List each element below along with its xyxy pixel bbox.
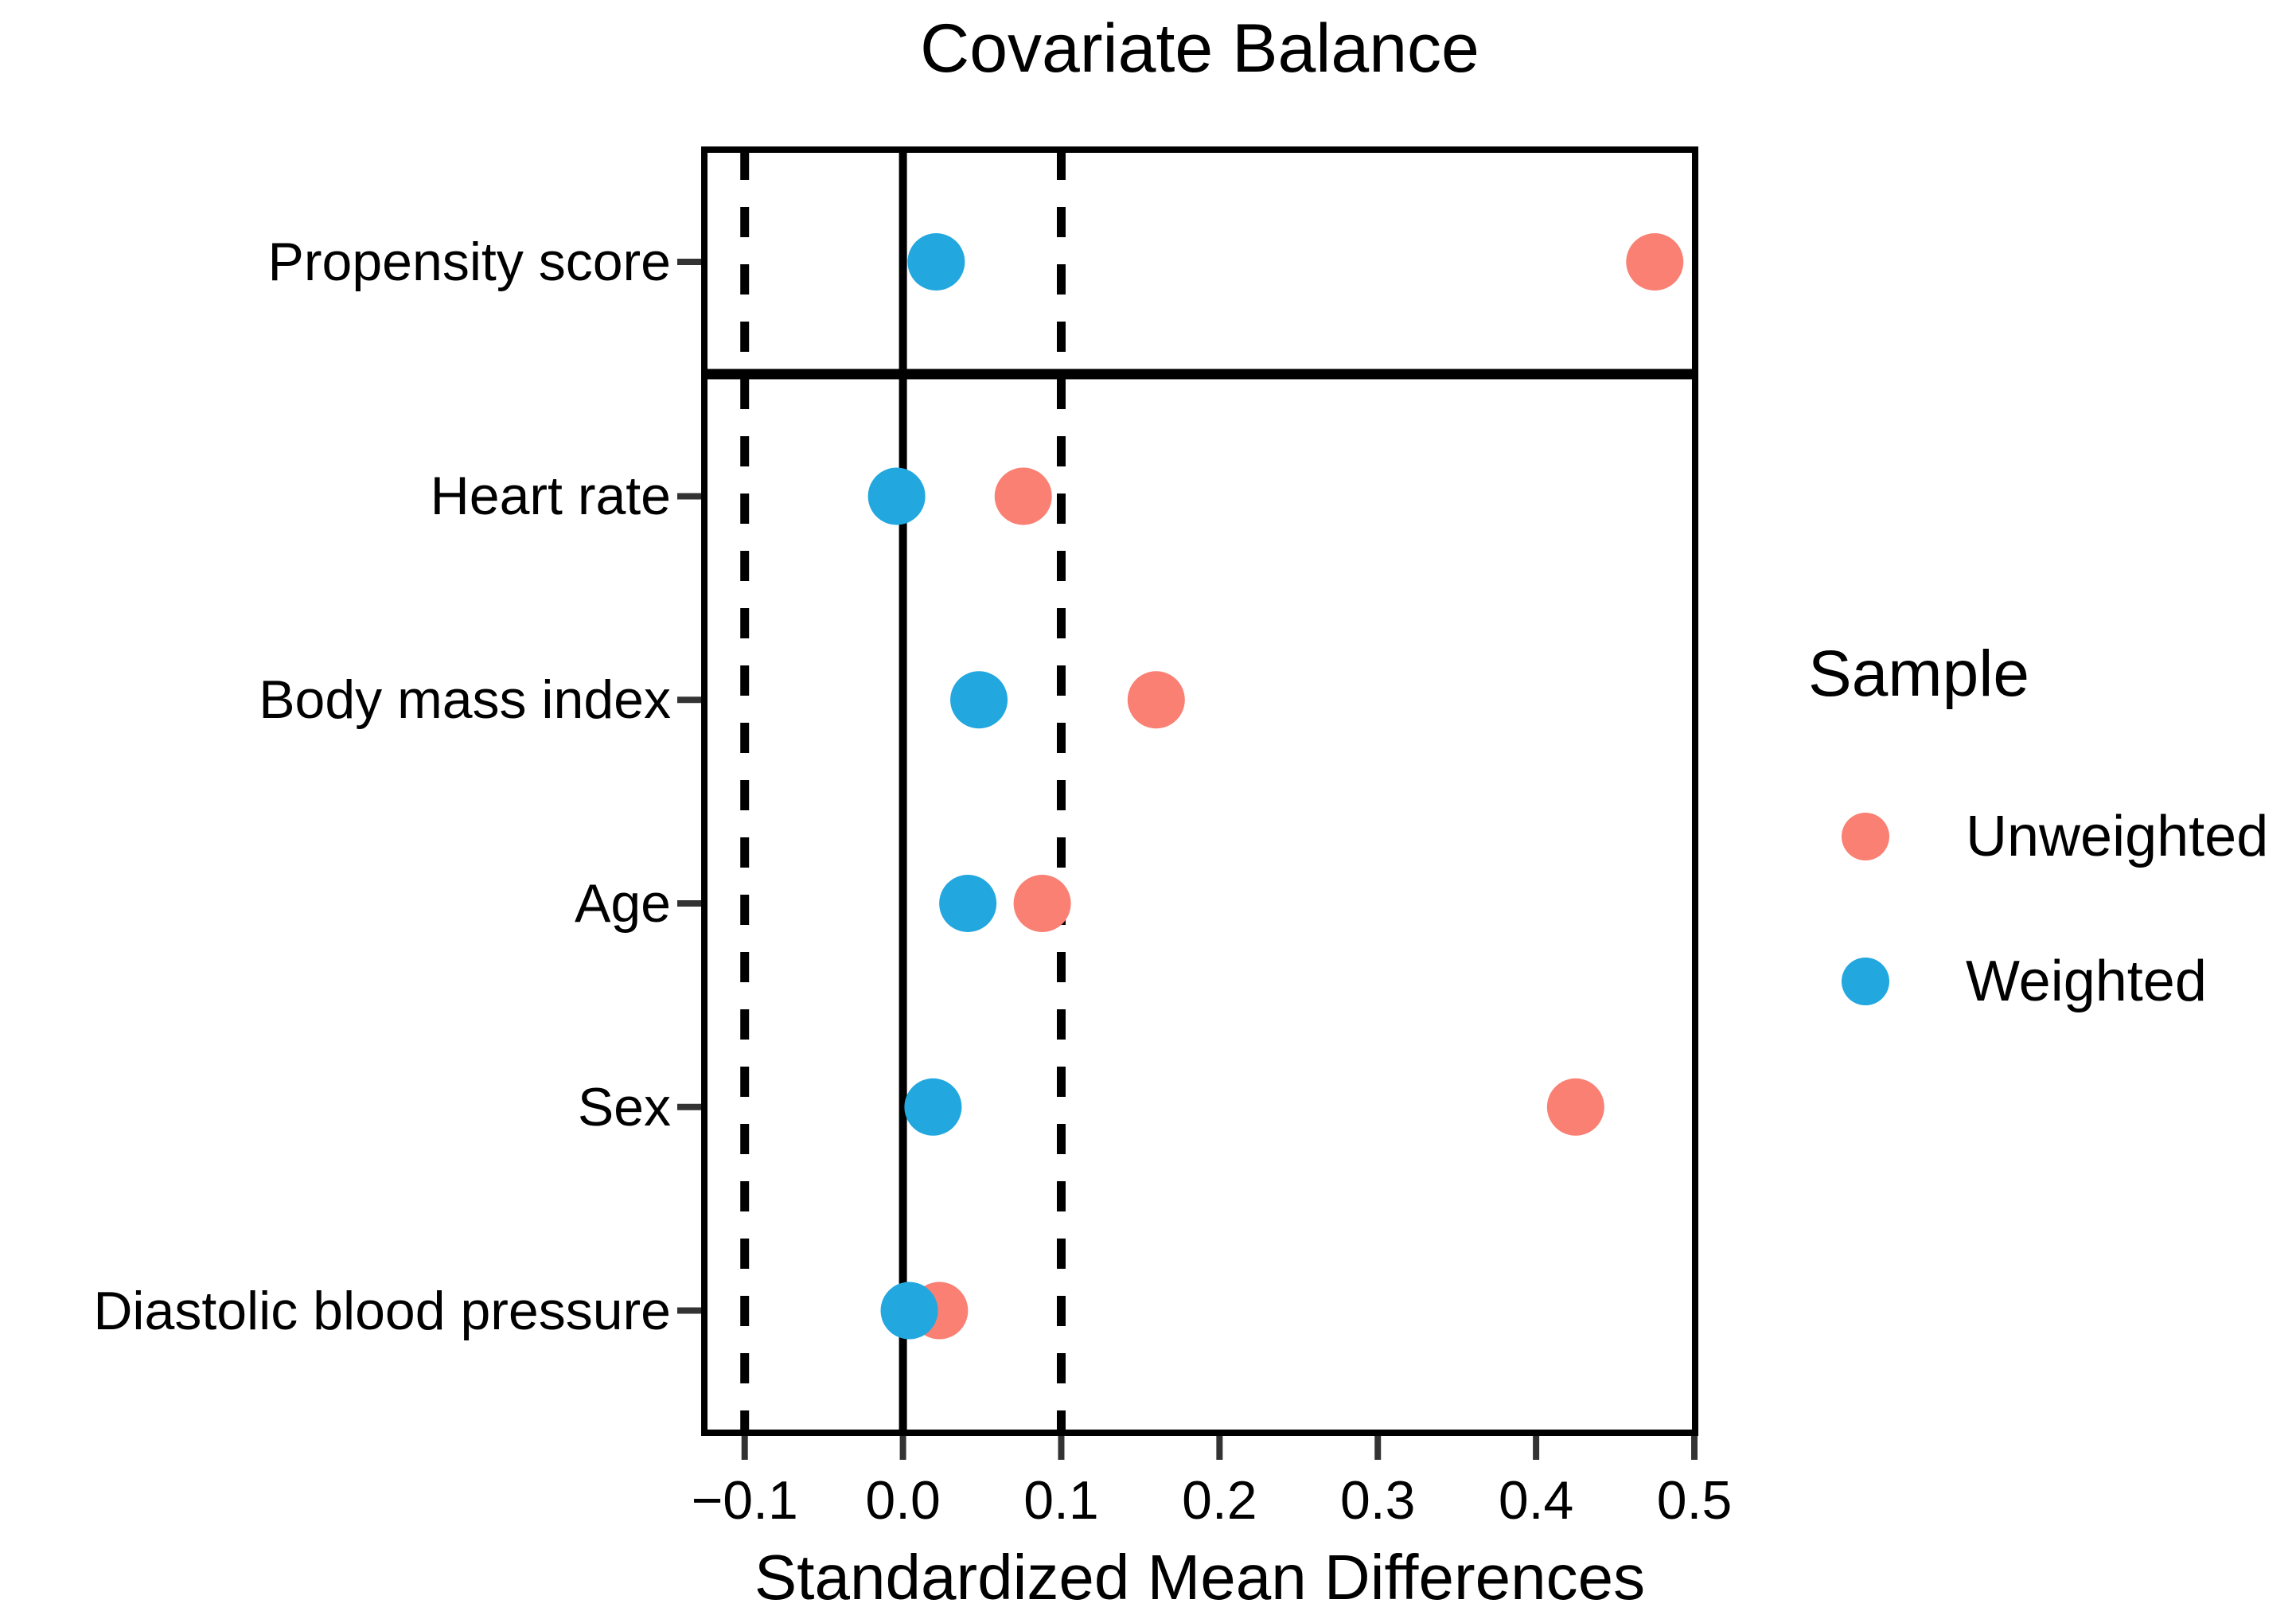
y-axis-label-diastolic-blood-pressure: Diastolic blood pressure <box>93 1280 671 1341</box>
y-axis-label-age: Age <box>575 873 671 934</box>
data-point-unweighted-heart-rate <box>994 467 1052 525</box>
legend-label-weighted: Weighted <box>1966 950 2207 1013</box>
y-axis-label-body-mass-index: Body mass index <box>259 669 671 731</box>
data-point-unweighted-propensity-score <box>1626 233 1684 291</box>
legend-title: Sample <box>1808 638 2030 710</box>
y-axis-label-sex: Sex <box>577 1076 671 1137</box>
x-tick-label-2: 0.1 <box>1023 1470 1099 1531</box>
data-point-weighted-propensity-score <box>907 233 965 291</box>
chart-title: Covariate Balance <box>920 10 1479 87</box>
data-point-weighted-diastolic-blood-pressure <box>880 1282 938 1340</box>
legend-label-unweighted: Unweighted <box>1966 805 2269 868</box>
data-point-weighted-sex <box>904 1078 962 1136</box>
data-point-weighted-age <box>939 875 997 932</box>
data-point-unweighted-age <box>1013 875 1071 932</box>
data-point-unweighted-sex <box>1546 1078 1604 1136</box>
x-tick-label-1: 0.0 <box>865 1470 941 1531</box>
legend-key-unweighted-icon <box>1842 813 1889 860</box>
x-tick-label-4: 0.3 <box>1339 1470 1416 1531</box>
data-point-weighted-body-mass-index <box>950 671 1008 729</box>
x-axis-title: Standardized Mean Differences <box>754 1542 1646 1613</box>
x-tick-label-6: 0.5 <box>1656 1470 1733 1531</box>
y-axis-label-propensity-score: Propensity score <box>267 232 671 292</box>
panel-border <box>701 146 1698 1436</box>
data-point-weighted-heart-rate <box>867 467 926 525</box>
x-tick-label-3: 0.2 <box>1182 1470 1257 1531</box>
y-axis-label-heart-rate: Heart rate <box>430 466 671 527</box>
x-tick-label-0: −0.1 <box>691 1470 798 1531</box>
data-point-unweighted-body-mass-index <box>1127 671 1185 729</box>
legend-key-weighted-icon <box>1842 958 1889 1005</box>
x-tick-label-5: 0.4 <box>1498 1470 1574 1531</box>
